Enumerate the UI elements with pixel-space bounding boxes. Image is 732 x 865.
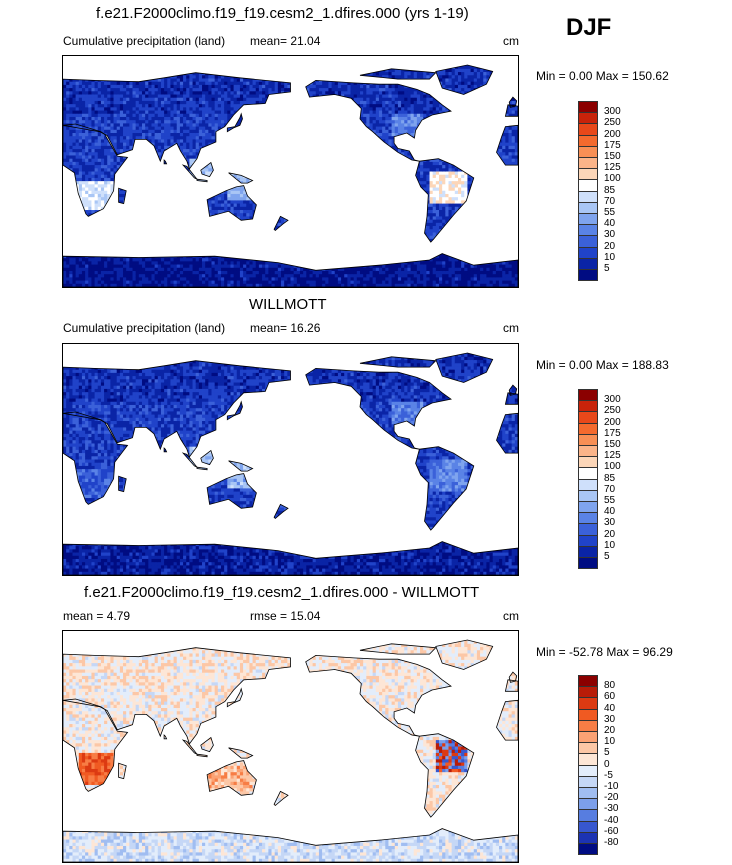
colorbar-tick-label: 40 (604, 703, 615, 714)
world-map-svg (63, 352, 518, 575)
coastlines (63, 639, 518, 862)
panel-2-title: WILLMOTT (249, 296, 327, 313)
colorbar-tick-label: 70 (604, 196, 615, 207)
colorbar-tick-label: 80 (604, 680, 615, 691)
colorbar-tick-label: 125 (604, 162, 621, 173)
panel-3-map (62, 630, 519, 863)
colorbar-tick-label: -80 (604, 837, 618, 848)
colorbar-tick-label: 20 (604, 241, 615, 252)
colorbar-tick-label: 150 (604, 151, 621, 162)
colorbar-tick-label: 85 (604, 185, 615, 196)
colorbar-tick-label: 70 (604, 484, 615, 495)
colorbar-tick-label: 40 (604, 218, 615, 229)
colorbar-tick-label: 200 (604, 129, 621, 140)
colorbar-tick-label: 175 (604, 140, 621, 151)
panel-3-mean-label: mean = 4.79 (63, 609, 130, 623)
colorbar-tick-label: 100 (604, 461, 621, 472)
colorbar-tick-label: 0 (604, 759, 610, 770)
panel-3-minmax-label: Min = -52.78 Max = 96.29 (536, 645, 673, 659)
panel-3-rmse-label: rmse = 15.04 (250, 609, 320, 623)
colorbar-tick-label: 55 (604, 495, 615, 506)
colorbar-tick-label: 250 (604, 405, 621, 416)
colorbar-swatch (578, 269, 598, 282)
colorbar-tick-label: 100 (604, 173, 621, 184)
colorbar-tick-label: -30 (604, 803, 618, 814)
colorbar-tick-label: 150 (604, 439, 621, 450)
panel-1-unit-label: cm (503, 34, 519, 48)
colorbar-tick-label: 5 (604, 263, 610, 274)
colorbar-tick-label: 20 (604, 529, 615, 540)
coastlines (63, 352, 518, 575)
colorbar-tick-label: -5 (604, 770, 613, 781)
world-map-svg (63, 64, 518, 287)
colorbar-tick-label: 125 (604, 450, 621, 461)
colorbar-tick-label: 5 (604, 747, 610, 758)
colorbar-tick-label: -10 (604, 781, 618, 792)
colorbar-tick-label: 10 (604, 540, 615, 551)
colorbar-swatch (578, 557, 598, 570)
colorbar-tick-label: -60 (604, 826, 618, 837)
world-map-svg (63, 639, 518, 862)
panel-2-variable-label: Cumulative precipitation (land) (63, 321, 225, 335)
panel-2-minmax-label: Min = 0.00 Max = 188.83 (536, 358, 669, 372)
colorbar-tick-label: 30 (604, 517, 615, 528)
colorbar-tick-label: 30 (604, 229, 615, 240)
panel-2-mean-label: mean= 16.26 (250, 321, 320, 335)
colorbar-tick-label: 10 (604, 252, 615, 263)
colorbar-tick-label: -40 (604, 815, 618, 826)
colorbar-tick-label: 200 (604, 417, 621, 428)
colorbar-tick-label: 85 (604, 473, 615, 484)
panel-1-variable-label: Cumulative precipitation (land) (63, 34, 225, 48)
panel-1-title: f.e21.F2000climo.f19_f19.cesm2_1.dfires.… (96, 5, 469, 22)
colorbar-tick-label: 250 (604, 117, 621, 128)
colorbar-tick-label: 300 (604, 394, 621, 405)
colorbar-tick-label: 20 (604, 725, 615, 736)
colorbar-tick-label: 40 (604, 506, 615, 517)
colorbar-tick-label: 10 (604, 736, 615, 747)
panel-1-mean-label: mean= 21.04 (250, 34, 320, 48)
panel-3-unit-label: cm (503, 609, 519, 623)
coastlines (63, 64, 518, 287)
panel-2-map (62, 343, 519, 576)
colorbar-tick-label: 60 (604, 691, 615, 702)
panel-2-unit-label: cm (503, 321, 519, 335)
colorbar-tick-label: 175 (604, 428, 621, 439)
colorbar-tick-label: 5 (604, 551, 610, 562)
panel-3-title: f.e21.F2000climo.f19_f19.cesm2_1.dfires.… (84, 584, 479, 601)
colorbar-tick-label: 55 (604, 207, 615, 218)
season-label: DJF (566, 14, 611, 42)
panel-1-minmax-label: Min = 0.00 Max = 150.62 (536, 69, 669, 83)
panel-1-map (62, 55, 519, 288)
colorbar-tick-label: 300 (604, 106, 621, 117)
colorbar-swatch (578, 843, 598, 856)
colorbar-tick-label: -20 (604, 792, 618, 803)
colorbar-tick-label: 30 (604, 714, 615, 725)
